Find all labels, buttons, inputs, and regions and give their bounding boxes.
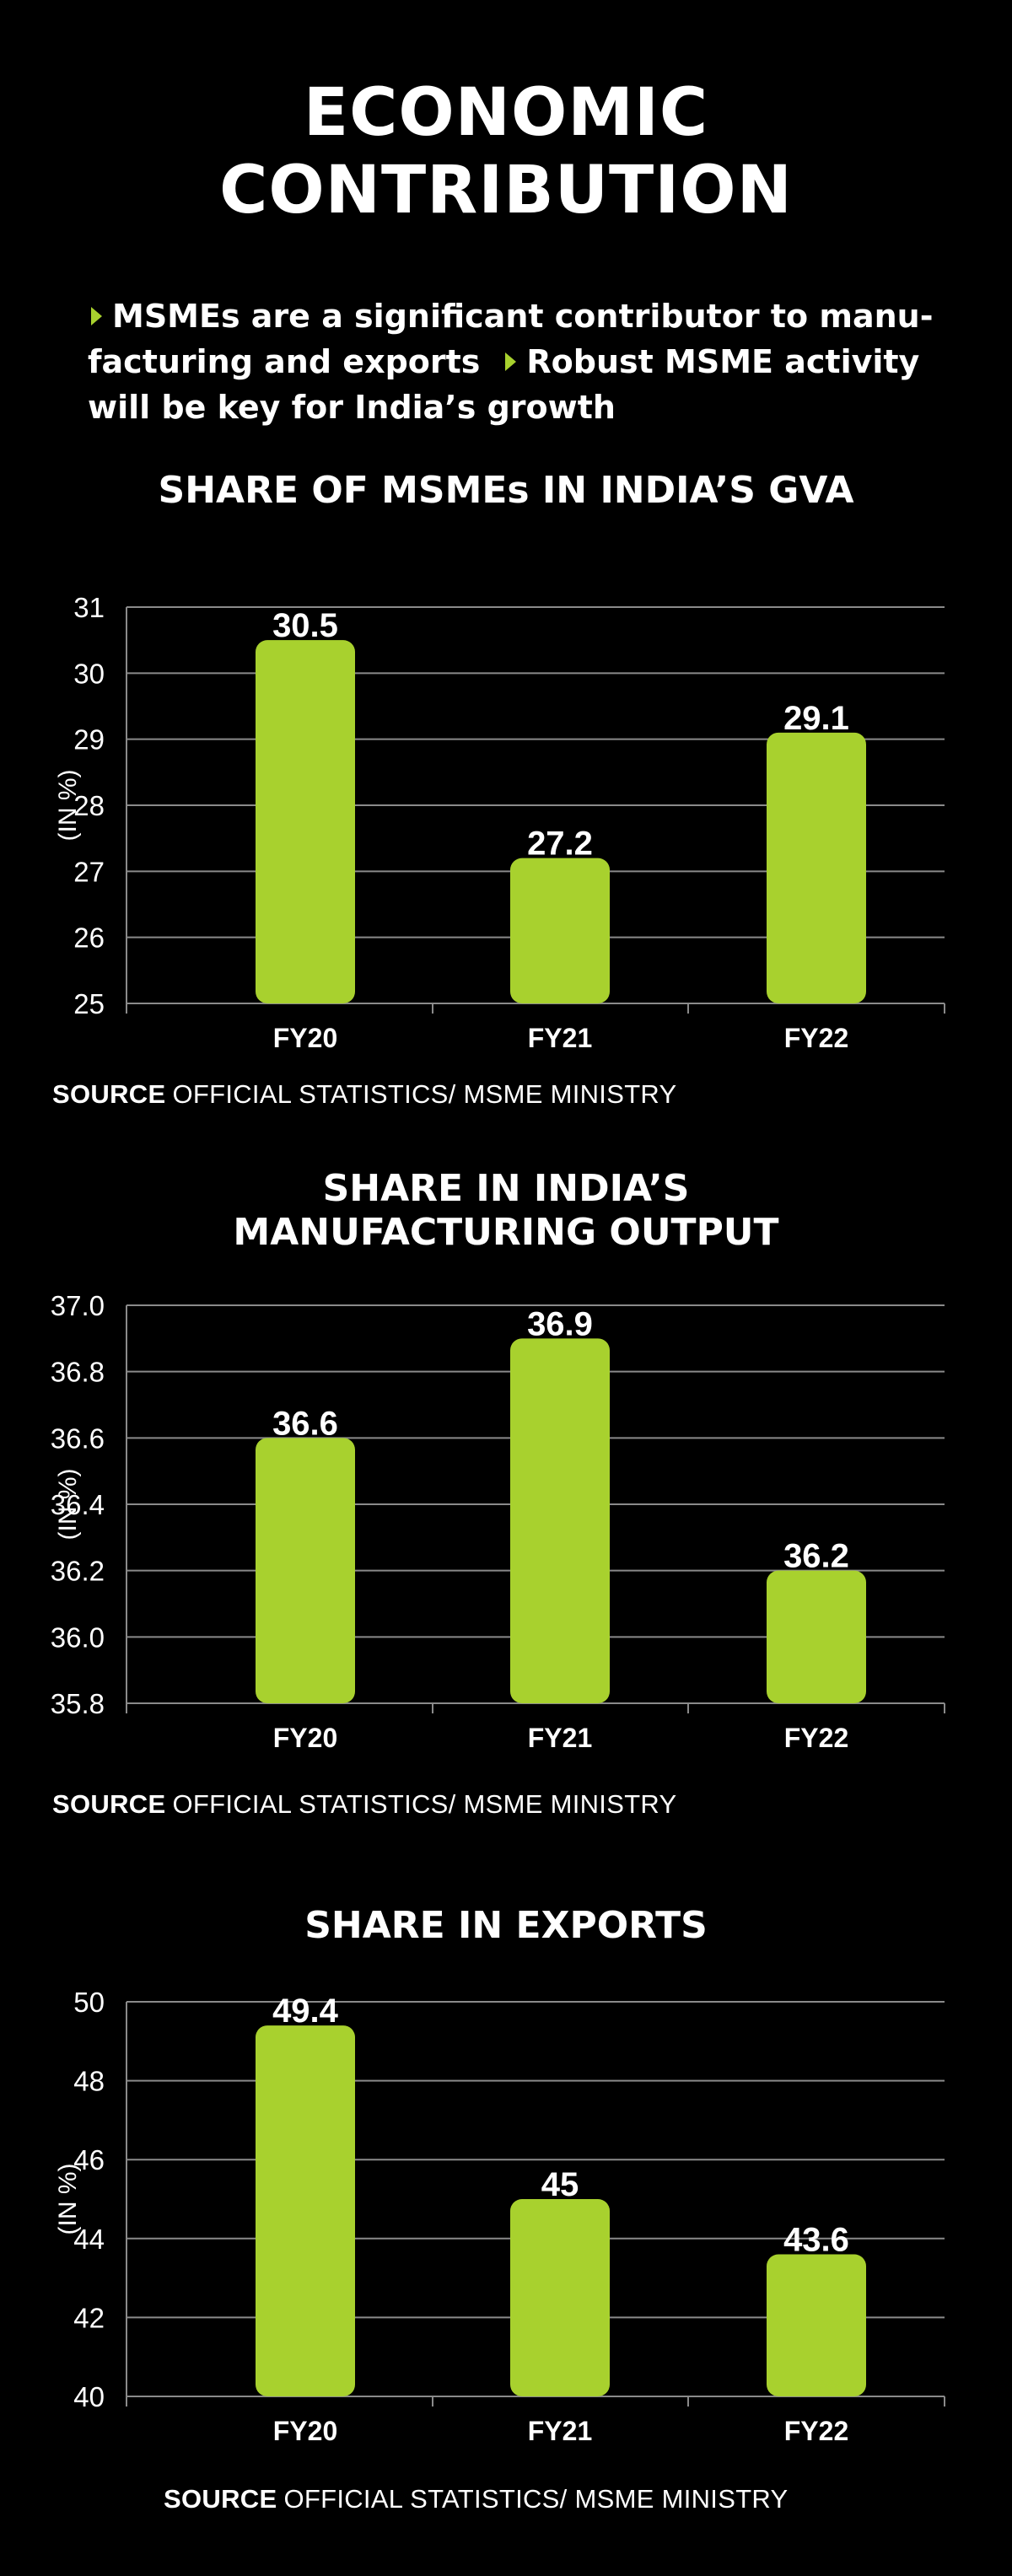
y-tick-label: 29 [73,724,105,756]
chart-2-title-line-2: MANUFACTURING OUTPUT [233,1211,779,1254]
y-tick-label: 27 [73,856,105,887]
chart-1-source: SOURCE OFFICIAL STATISTICS/ MSME MINISTRY [52,1079,677,1110]
category-label: FY21 [528,1023,592,1053]
bar-fy20 [256,640,355,1003]
chart-2-title: SHARE IN INDIA’S MANUFACTURING OUTPUT [0,1167,1012,1255]
category-label: FY22 [784,1023,848,1053]
page-title: ECONOMIC CONTRIBUTION [0,74,1012,229]
chart-3-source-label: SOURCE [164,2484,277,2514]
chart-2-title-line-1: SHARE IN INDIA’S [322,1167,690,1210]
y-tick-label: 26 [73,922,105,954]
chart-2-source-text: OFFICIAL STATISTICS/ MSME MINISTRY [172,1789,677,1819]
chart-3-source: SOURCE OFFICIAL STATISTICS/ MSME MINISTRY [164,2484,789,2514]
y-tick-label: 25 [73,988,105,1019]
bar-fy21 [510,858,610,1003]
y-axis-label: (IN %) [54,770,82,842]
value-label: 30.5 [272,607,338,644]
chart-1-title: SHARE OF MSMEs IN INDIA’S GVA [0,469,1012,513]
chart-3-source-text: OFFICIAL STATISTICS/ MSME MINISTRY [283,2484,789,2514]
value-label: 27.2 [527,826,593,863]
y-tick-label: 31 [73,592,105,623]
bullet-arrow-icon [91,307,102,325]
page-title-line-1: ECONOMIC [303,75,709,151]
intro-bullet-1: MSMEs are a significant contributor to m… [88,298,934,380]
chart-2-source-label: SOURCE [52,1789,166,1819]
chart-2-source: SOURCE OFFICIAL STATISTICS/ MSME MINISTRY [52,1789,677,1820]
chart-1-title-line: SHARE OF MSMEs IN INDIA’S GVA [158,469,854,512]
page-title-line-2: CONTRIBUTION [219,153,793,229]
intro-bullet-2: Robust MSME activity will be key for Ind… [88,343,920,426]
bar-fy22 [767,732,866,1003]
bullet-arrow-icon [505,352,517,371]
value-label: 29.1 [783,700,849,737]
intro-text: MSMEs are a significant contributor to m… [88,293,939,430]
chart-3-title: SHARE IN EXPORTS [0,1904,1012,1948]
category-label: FY20 [273,1023,337,1053]
y-tick-label: 30 [73,658,105,689]
chart-1-source-text: OFFICIAL STATISTICS/ MSME MINISTRY [172,1079,677,1109]
chart-1-source-label: SOURCE [52,1079,166,1109]
y-tick-label: 28 [73,790,105,821]
chart-3-title-line: SHARE IN EXPORTS [304,1904,708,1947]
